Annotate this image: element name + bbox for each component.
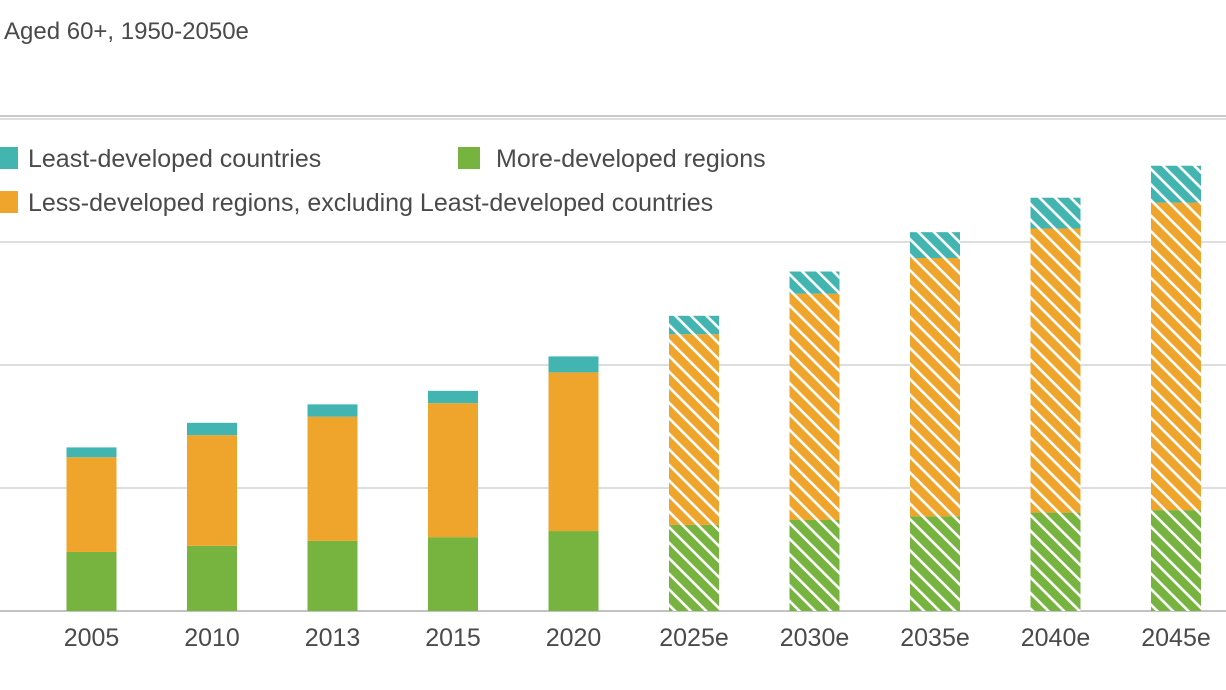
legend-label: Least-developed countries: [28, 145, 321, 173]
bar-2030e: [789, 271, 840, 611]
less-developed-segment-2035e: [910, 257, 960, 517]
legend-item-2: More-developed regions: [458, 145, 766, 173]
less-developed-segment-2015: [428, 403, 478, 538]
bar-2013: [307, 404, 358, 611]
less-developed-segment-2013: [307, 416, 358, 541]
more-developed-segment-2030e: [789, 519, 840, 611]
more-developed-segment-2045e: [1151, 510, 1201, 611]
more-developed-segment-2015: [428, 537, 478, 611]
x-axis-labels: 2000200520102013201520202025e2030e2035e2…: [64, 624, 1211, 652]
bars: [66, 165, 1201, 611]
x-tick-label-2005: 2005: [64, 624, 120, 652]
x-tick-label-2030e: 2030e: [780, 624, 850, 652]
bar-2020: [548, 356, 599, 611]
x-tick-label-2035e: 2035e: [900, 624, 970, 652]
least-developed-segment-2013: [307, 404, 358, 417]
bar-2005: [66, 447, 117, 611]
bar-2025e: [669, 315, 719, 611]
more-developed-segment-2010: [187, 545, 237, 611]
less-developed-segment-2045e: [1151, 202, 1201, 511]
bar-2035e: [910, 232, 960, 611]
legend: Least-developed countries More-developed …: [0, 145, 766, 217]
least-developed-segment-2020: [548, 356, 599, 373]
bar-2045e: [1151, 165, 1201, 611]
less-developed-segment-2030e: [789, 293, 840, 520]
x-tick-label-2013: 2013: [305, 624, 361, 652]
less-developed-segment-2020: [548, 372, 599, 532]
less-developed-segment-2040e: [1030, 228, 1081, 513]
least-developed-segment-2005: [66, 447, 117, 458]
more-developed-segment-2040e: [1030, 512, 1081, 611]
legend-swatch: [458, 147, 480, 169]
least-developed-segment-2040e: [1030, 197, 1081, 229]
x-tick-label-2020: 2020: [546, 624, 602, 652]
x-tick-label-2010: 2010: [184, 624, 240, 652]
legend-item-1: Least-developed countries: [0, 145, 321, 173]
more-developed-segment-2013: [307, 540, 358, 611]
least-developed-segment-2025e: [669, 315, 719, 335]
bar-2040e: [1030, 197, 1081, 611]
least-developed-segment-2045e: [1151, 165, 1201, 203]
x-tick-label-2045e: 2045e: [1141, 624, 1211, 652]
x-tick-label-2015: 2015: [425, 624, 481, 652]
more-developed-segment-2020: [548, 531, 599, 611]
least-developed-segment-2010: [187, 422, 237, 436]
less-developed-segment-2025e: [669, 334, 719, 525]
chart-subtitle: Aged 60+, 1950-2050e: [4, 18, 249, 45]
less-developed-segment-2005: [66, 457, 117, 552]
legend-item-3: Less-developed regions, excluding Least-…: [0, 189, 713, 217]
least-developed-segment-2015: [428, 390, 478, 404]
more-developed-segment-2025e: [669, 524, 719, 611]
least-developed-segment-2030e: [789, 271, 840, 294]
legend-label: Less-developed regions, excluding Least-…: [28, 189, 713, 217]
least-developed-segment-2035e: [910, 232, 960, 258]
less-developed-segment-2010: [187, 435, 237, 546]
x-tick-label-2025e: 2025e: [659, 624, 729, 652]
more-developed-segment-2005: [66, 551, 117, 611]
legend-label: More-developed regions: [496, 145, 766, 173]
x-tick-label-2040e: 2040e: [1021, 624, 1091, 652]
more-developed-segment-2035e: [910, 516, 960, 611]
bar-2010: [187, 422, 237, 611]
legend-swatch: [0, 191, 18, 213]
legend-swatch: [0, 147, 18, 169]
bar-2015: [428, 390, 478, 611]
